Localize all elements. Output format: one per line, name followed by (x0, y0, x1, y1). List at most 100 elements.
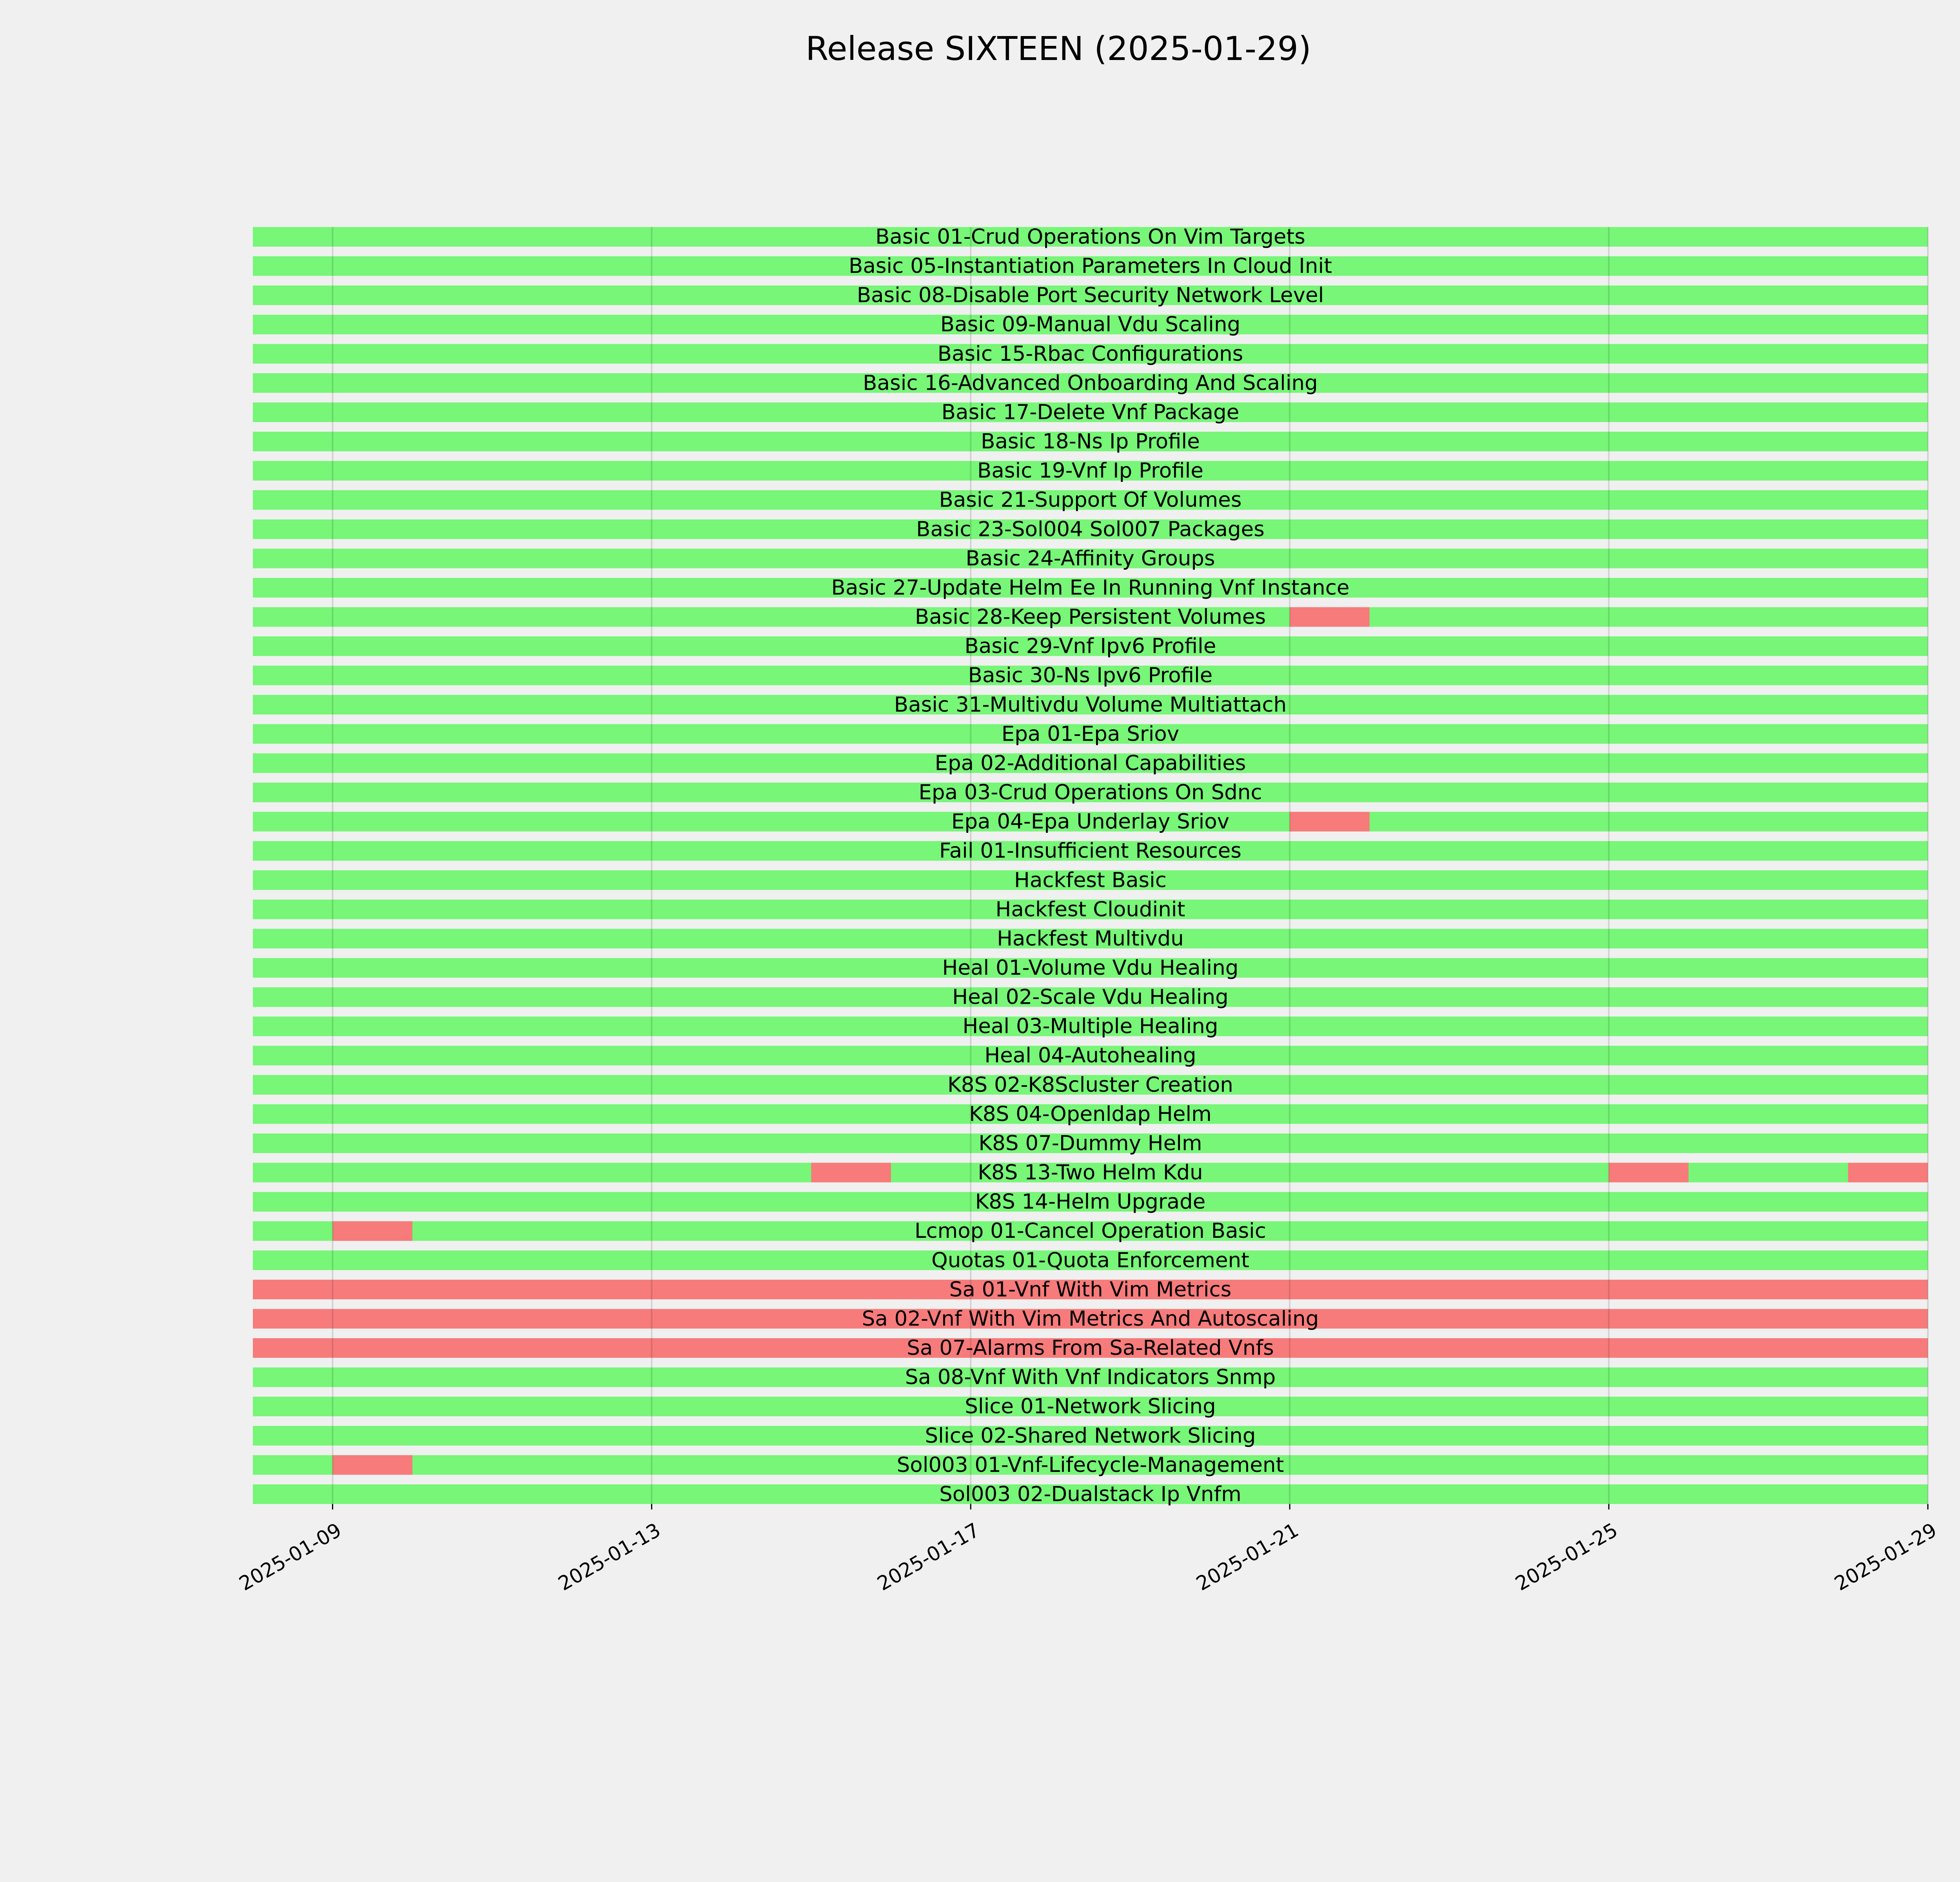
pass-bar (253, 578, 1928, 598)
pass-bar (253, 490, 1928, 510)
task-label: Quotas 01-Quota Enforcement (931, 1248, 1249, 1272)
pass-bar (253, 607, 1928, 627)
fail-bar (253, 1279, 1928, 1299)
task-label: Sa 08-Vnf With Vnf Indicators Snmp (905, 1365, 1276, 1389)
pass-bar (253, 1075, 1928, 1095)
task-label: Hackfest Basic (1014, 868, 1167, 892)
pass-bar (253, 1221, 1928, 1241)
pass-bar (253, 1484, 1928, 1504)
pass-bar (253, 285, 1928, 305)
task-label: Sa 02-Vnf With Vim Metrics And Autoscali… (862, 1307, 1319, 1331)
task-label: K8S 02-K8Scluster Creation (947, 1073, 1233, 1097)
task-label: Basic 09-Manual Vdu Scaling (940, 312, 1240, 336)
task-label: Basic 19-Vnf Ip Profile (977, 459, 1203, 483)
pass-bar (253, 928, 1928, 948)
x-axis: 2025-01-09 2025-01-13 2025-01-17 2025-01-21… (235, 1504, 1940, 1595)
fail-bar (811, 1163, 891, 1183)
pass-bar (253, 1367, 1928, 1387)
task-label: Basic 29-Vnf Ipv6 Profile (965, 634, 1216, 658)
x-tick-label: 2025-01-25 (1512, 1519, 1622, 1595)
task-label: K8S 14-Helm Upgrade (975, 1190, 1206, 1214)
fail-bar (332, 1221, 412, 1241)
pass-bar (253, 344, 1928, 364)
task-label: Heal 01-Volume Vdu Healing (942, 956, 1239, 980)
x-tick-label: 2025-01-17 (873, 1519, 984, 1595)
task-label: Hackfest Multivdu (997, 926, 1184, 950)
x-tick-label: 2025-01-13 (554, 1519, 664, 1595)
task-label: Lcmop 01-Cancel Operation Basic (915, 1219, 1266, 1243)
task-label: Hackfest Cloudinit (996, 897, 1185, 921)
fail-bar (1609, 1163, 1689, 1183)
task-label: Basic 01-Crud Operations On Vim Targets (875, 225, 1305, 249)
pass-bar (253, 1426, 1928, 1446)
task-label: Sol003 02-Dualstack Ip Vnfm (939, 1482, 1241, 1506)
task-label: Basic 16-Advanced Onboarding And Scaling (863, 371, 1318, 395)
pass-bar (253, 783, 1928, 803)
pass-bar (253, 665, 1928, 685)
task-label: Basic 27-Update Helm Ee In Running Vnf I… (831, 576, 1350, 599)
task-label: Basic 17-Delete Vnf Package (942, 400, 1240, 424)
task-label: K8S 13-Two Helm Kdu (978, 1161, 1203, 1184)
pass-bar (253, 256, 1928, 276)
pass-bar (253, 227, 1928, 247)
task-label: Epa 02-Additional Capabilities (935, 751, 1246, 775)
task-label: Fail 01-Insufficient Resources (939, 839, 1241, 863)
task-label: Basic 18-Ns Ip Profile (981, 430, 1200, 454)
x-tick-label: 2025-01-21 (1192, 1519, 1303, 1595)
task-label: K8S 07-Dummy Helm (978, 1131, 1202, 1155)
pass-bar (253, 1133, 1928, 1153)
task-label: K8S 04-Openldap Helm (969, 1102, 1212, 1126)
grid-layer (332, 227, 1929, 1504)
task-label: Epa 03-Crud Operations On Sdnc (918, 781, 1262, 805)
bars-layer (253, 227, 1928, 1504)
task-label: Basic 31-Multivdu Volume Multiattach (894, 693, 1287, 717)
task-label: Heal 03-Multiple Healing (962, 1014, 1218, 1038)
pass-bar (253, 1397, 1928, 1417)
pass-bar (253, 1046, 1928, 1066)
labels-layer: Basic 01-Crud Operations On Vim Targets B… (831, 225, 1350, 1506)
fail-bar (253, 1309, 1928, 1329)
pass-bar (253, 812, 1928, 832)
fail-bar (1848, 1163, 1928, 1183)
task-label: Basic 08-Disable Port Security Network L… (857, 283, 1324, 307)
task-label: Basic 23-Sol004 Sol007 Packages (916, 517, 1265, 541)
pass-bar (253, 314, 1928, 334)
task-label: Heal 04-Autohealing (984, 1044, 1196, 1068)
pass-bar (253, 899, 1928, 919)
task-label: Basic 30-Ns Ipv6 Profile (968, 663, 1213, 687)
pass-bar (253, 695, 1928, 715)
pass-bar (253, 461, 1928, 481)
pass-bar (253, 373, 1928, 393)
task-label: Sol003 01-Vnf-Lifecycle-Management (897, 1453, 1284, 1477)
task-label: Slice 01-Network Slicing (965, 1395, 1216, 1419)
pass-bar (253, 753, 1928, 773)
fail-bar (332, 1455, 412, 1475)
fail-bar (1290, 812, 1370, 832)
task-label: Epa 04-Epa Underlay Sriov (951, 810, 1229, 834)
pass-bar (253, 549, 1928, 569)
pass-bar (253, 1104, 1928, 1124)
pass-bar (253, 958, 1928, 978)
task-label: Heal 02-Scale Vdu Healing (952, 985, 1228, 1009)
pass-bar (253, 987, 1928, 1007)
task-label: Epa 01-Epa Sriov (1002, 722, 1179, 746)
chart-title: Release SIXTEEN (2025-01-29) (806, 29, 1311, 68)
task-label: Basic 15-Rbac Configurations (938, 342, 1243, 366)
task-label: Basic 24-Affinity Groups (965, 547, 1215, 570)
pass-bar (253, 402, 1928, 422)
pass-bar (253, 636, 1928, 656)
fail-bar (1290, 607, 1370, 627)
x-tick-label: 2025-01-09 (235, 1519, 345, 1595)
pass-bar (253, 1192, 1928, 1212)
x-tick-label: 2025-01-29 (1831, 1519, 1941, 1595)
pass-bar (253, 1250, 1928, 1270)
pass-bar (253, 870, 1928, 890)
pass-bar (253, 519, 1928, 539)
pass-bar (253, 1016, 1928, 1036)
pass-bar (253, 1455, 1928, 1475)
fail-bar (253, 1338, 1928, 1358)
pass-bar (253, 432, 1928, 452)
task-label: Basic 21-Support Of Volumes (939, 488, 1241, 512)
pass-bar (253, 841, 1928, 861)
